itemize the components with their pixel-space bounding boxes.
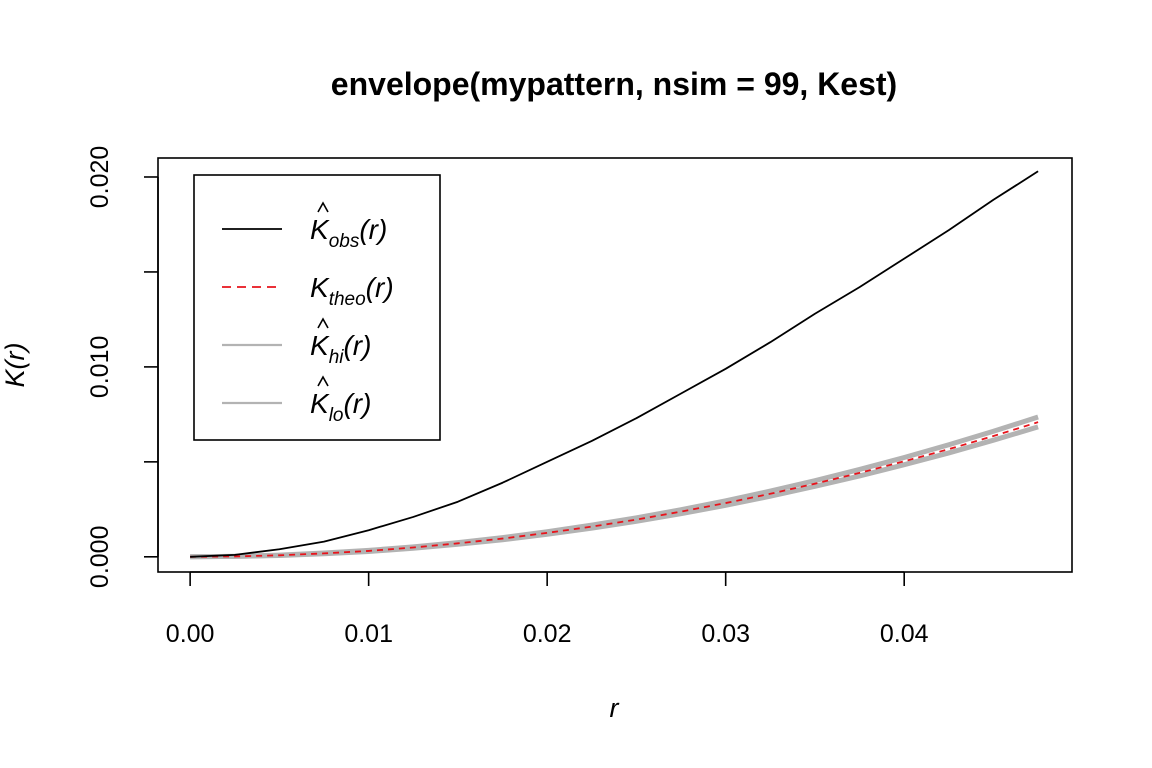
x-tick-label: 0.03 bbox=[701, 620, 750, 648]
legend-label-arg: (r) bbox=[343, 330, 371, 361]
legend-label-main: K bbox=[310, 272, 330, 303]
legend-label-main: K bbox=[310, 214, 330, 245]
x-axis-title: r bbox=[610, 693, 620, 723]
legend-box bbox=[193, 174, 441, 441]
x-tick-label: 0.04 bbox=[880, 620, 929, 648]
chart-title: envelope(mypattern, nsim = 99, Kest) bbox=[331, 66, 897, 102]
y-axis-title: K(r) bbox=[0, 343, 30, 388]
y-tick-label: 0.010 bbox=[86, 336, 114, 399]
series-layer bbox=[190, 170, 1039, 560]
y-tick-label: 0.020 bbox=[86, 146, 114, 209]
legend-label-sub: hi bbox=[329, 347, 345, 368]
legend-label-sub: obs bbox=[329, 231, 360, 252]
legend-label-main: K bbox=[310, 388, 330, 419]
legend-hat-obs bbox=[317, 201, 329, 213]
legend-hat-hi bbox=[317, 317, 329, 329]
legend-hat-lo bbox=[317, 375, 329, 387]
legend: Kobs(r)Ktheo(r)Khi(r)Klo(r) bbox=[193, 174, 441, 441]
legend-label-arg: (r) bbox=[359, 214, 387, 245]
legend-label-hi: Khi(r) bbox=[310, 330, 371, 368]
legend-label-arg: (r) bbox=[343, 388, 371, 419]
legend-label-sub: lo bbox=[329, 405, 344, 426]
x-tick-label: 0.00 bbox=[166, 620, 215, 648]
x-tick-label: 0.01 bbox=[344, 620, 393, 648]
legend-label-main: K bbox=[310, 330, 330, 361]
legend-label-arg: (r) bbox=[366, 272, 394, 303]
x-axis: 0.00 0.01 0.02 0.03 0.04 bbox=[166, 571, 929, 648]
series-line-obs bbox=[190, 170, 1039, 558]
series-line-theo bbox=[190, 421, 1039, 558]
legend-label-theo: Ktheo(r) bbox=[310, 272, 394, 310]
y-tick-label: 0.000 bbox=[86, 526, 114, 589]
legend-label-obs: Kobs(r) bbox=[310, 214, 387, 252]
legend-label-lo: Klo(r) bbox=[310, 388, 371, 426]
legend-label-sub: theo bbox=[329, 289, 366, 310]
x-tick-label: 0.02 bbox=[523, 620, 572, 648]
y-axis-title-text: K(r) bbox=[0, 343, 30, 388]
series-line-lo bbox=[190, 424, 1039, 560]
y-axis: 0.000 0.010 0.020 bbox=[86, 146, 159, 589]
